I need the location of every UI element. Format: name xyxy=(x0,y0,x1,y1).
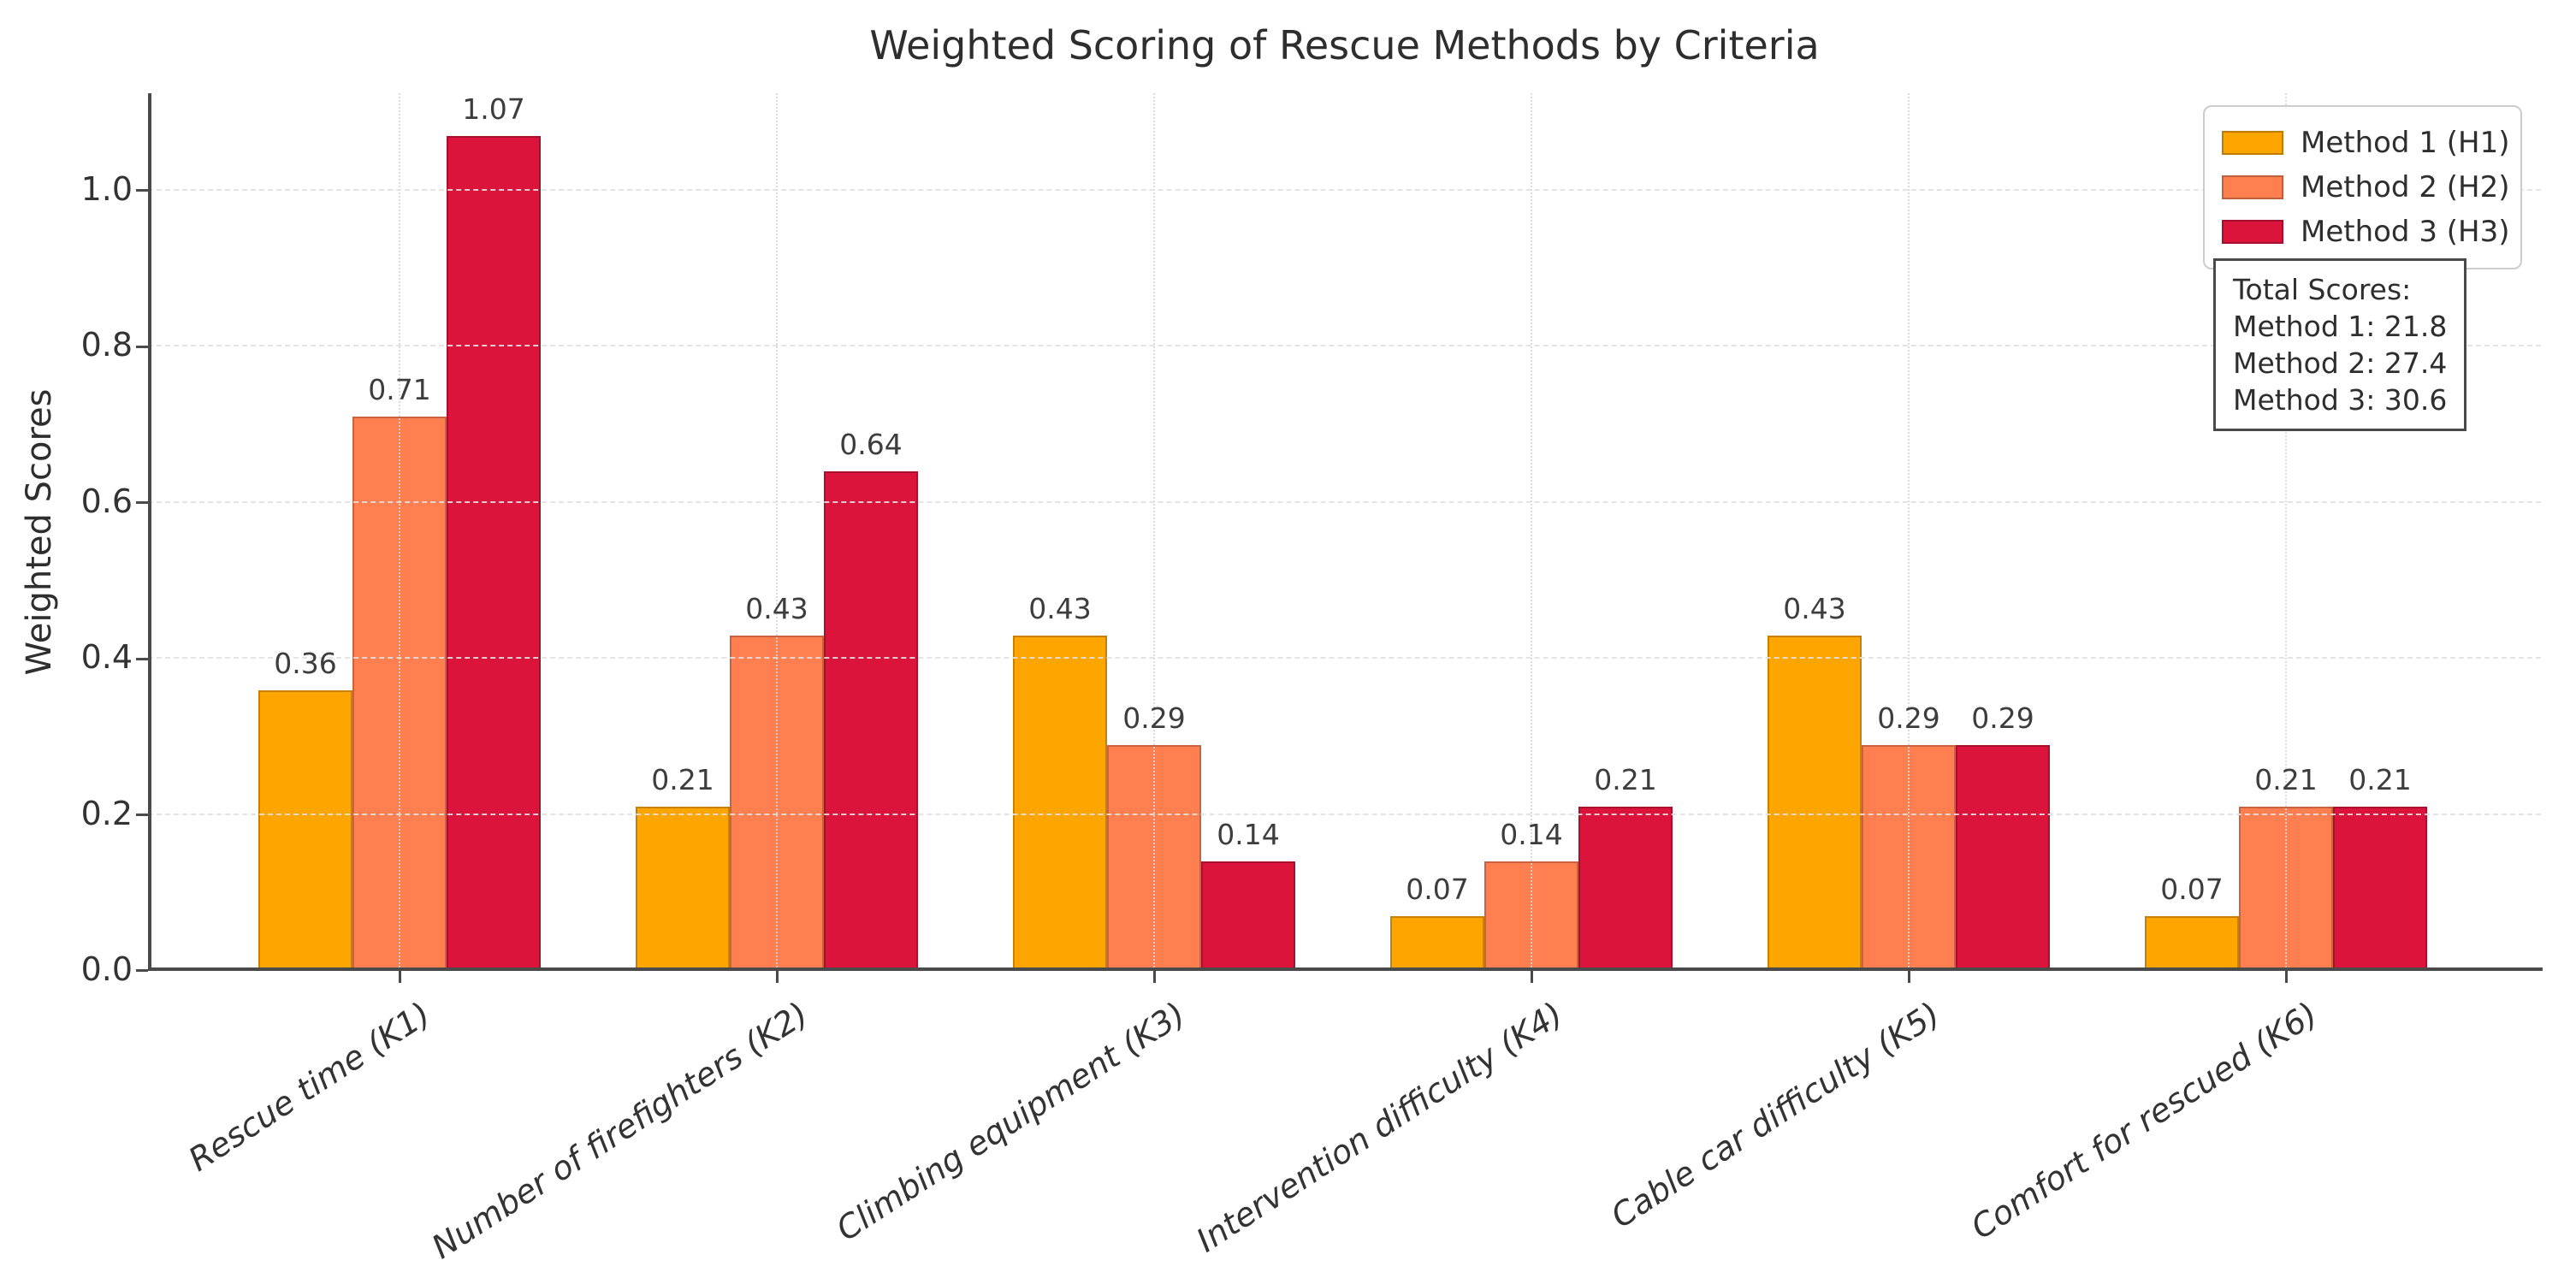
bar-value-label: 0.21 xyxy=(1594,763,1657,796)
bar-value-label: 0.43 xyxy=(1783,592,1846,625)
legend-color-swatch xyxy=(2222,131,2283,155)
bar xyxy=(1578,807,1673,971)
x-tick-label: Rescue time (K1) xyxy=(182,995,437,1179)
x-tick-label: Intervention difficulty (K4) xyxy=(1189,995,1569,1260)
plot-area: 0.36 0.21 0.43 0.07 0.43 0.07 0.71 0.43 0.29 0.14… xyxy=(136,92,2543,983)
bar-value-label: 0.29 xyxy=(1122,701,1186,735)
horizontal-gridline xyxy=(148,814,2541,815)
x-tick-label: Climbing equipment (K3) xyxy=(829,995,1192,1249)
bar xyxy=(1201,861,1295,971)
y-tick-label: 0.2 xyxy=(80,794,133,832)
x-tick-label: Cable car difficulty (K5) xyxy=(1604,995,1946,1236)
bar xyxy=(1768,636,1862,971)
horizontal-gridline xyxy=(148,657,2541,659)
bar xyxy=(1956,745,2050,971)
legend-color-swatch xyxy=(2222,220,2283,244)
horizontal-gridline xyxy=(148,501,2541,503)
y-tick-mark xyxy=(136,658,148,660)
x-tick-mark xyxy=(775,971,779,983)
legend-item: Method 2 (H2) xyxy=(2222,165,2510,210)
bar-value-label: 0.21 xyxy=(651,763,714,796)
vertical-gridline xyxy=(1153,93,1155,971)
bar xyxy=(1013,636,1107,971)
bar xyxy=(824,471,918,971)
bar-value-label: 0.21 xyxy=(2348,763,2412,796)
bar-value-label: 0.14 xyxy=(1217,818,1280,851)
legend-color-swatch xyxy=(2222,175,2283,199)
vertical-gridline xyxy=(776,93,778,971)
total-scores-box: Total Scores: Method 1: 21.8 Method 2: 27… xyxy=(2213,258,2467,431)
x-tick-label: Comfort for rescued (K6) xyxy=(1963,995,2324,1247)
legend-item: Method 3 (H3) xyxy=(2222,210,2510,254)
bar-value-label: 0.43 xyxy=(1028,592,1092,625)
total-scores-title: Total Scores: xyxy=(2233,273,2412,306)
bar-value-label: 0.14 xyxy=(1500,818,1563,851)
legend-label: Method 1 (H1) xyxy=(2301,126,2510,160)
y-tick-label: 0.6 xyxy=(80,482,133,520)
legend-label: Method 3 (H3) xyxy=(2301,215,2510,249)
y-tick-mark xyxy=(136,189,148,192)
y-tick-label: 0.8 xyxy=(80,326,133,364)
bar-value-label: 0.64 xyxy=(839,428,903,461)
horizontal-gridline xyxy=(148,345,2541,346)
legend-item: Method 1 (H1) xyxy=(2222,121,2510,165)
x-tick-mark xyxy=(1152,971,1156,983)
grid-layer xyxy=(136,93,2543,983)
y-tick-label: 0.4 xyxy=(80,638,133,677)
x-tick-mark xyxy=(1907,971,1910,983)
chart-title: Weighted Scoring of Rescue Methods by Cr… xyxy=(869,22,1820,68)
x-tick-mark xyxy=(398,971,401,983)
bar xyxy=(258,690,352,971)
bar xyxy=(636,807,730,971)
bar-value-label: 0.29 xyxy=(1877,701,1940,735)
total-scores-line: Method 2: 27.4 xyxy=(2233,346,2448,380)
vertical-gridline xyxy=(1908,93,1910,971)
legend: Method 1 (H1) Method 2 (H2) Method 3 (H3) xyxy=(2203,105,2522,269)
y-tick-label: 1.0 xyxy=(80,170,133,208)
vertical-gridline xyxy=(1531,93,1532,971)
horizontal-gridline xyxy=(148,189,2541,191)
bar-value-label: 0.21 xyxy=(2254,763,2318,796)
bar-value-label: 0.07 xyxy=(2160,873,2224,906)
y-tick-mark xyxy=(136,814,148,816)
bar-value-label: 0.07 xyxy=(1406,873,1469,906)
bar xyxy=(447,136,541,971)
bar xyxy=(2145,916,2239,971)
y-axis-spine xyxy=(148,93,151,971)
bar-value-label: 1.07 xyxy=(462,92,525,126)
bar-value-label: 0.43 xyxy=(745,592,808,625)
x-axis-spine xyxy=(148,967,2543,971)
x-tick-label: Number of firefighters (K2) xyxy=(424,995,814,1266)
vertical-gridline xyxy=(399,93,400,971)
legend-label: Method 2 (H2) xyxy=(2301,170,2510,204)
x-tick-mark xyxy=(2284,971,2288,983)
total-scores-line: Method 1: 21.8 xyxy=(2233,310,2448,343)
bar-value-label: 0.71 xyxy=(368,373,431,406)
y-axis-title: Weighted Scores xyxy=(20,388,59,676)
y-tick-mark xyxy=(136,346,148,348)
y-tick-label: 0.0 xyxy=(80,950,133,988)
x-tick-mark xyxy=(1530,971,1533,983)
bar-labels-layer: 0.36 0.21 0.43 0.07 0.43 0.07 0.71 0.43 0.29 0.14… xyxy=(148,92,2541,971)
bar xyxy=(1390,916,1484,971)
bar-value-label: 0.36 xyxy=(274,647,337,680)
vertical-gridline xyxy=(2285,93,2287,971)
bar-value-label: 0.29 xyxy=(1971,701,2034,735)
y-tick-mark xyxy=(136,969,148,972)
bar xyxy=(2333,807,2427,971)
y-tick-mark xyxy=(136,501,148,504)
total-scores-line: Method 3: 30.6 xyxy=(2233,383,2448,417)
